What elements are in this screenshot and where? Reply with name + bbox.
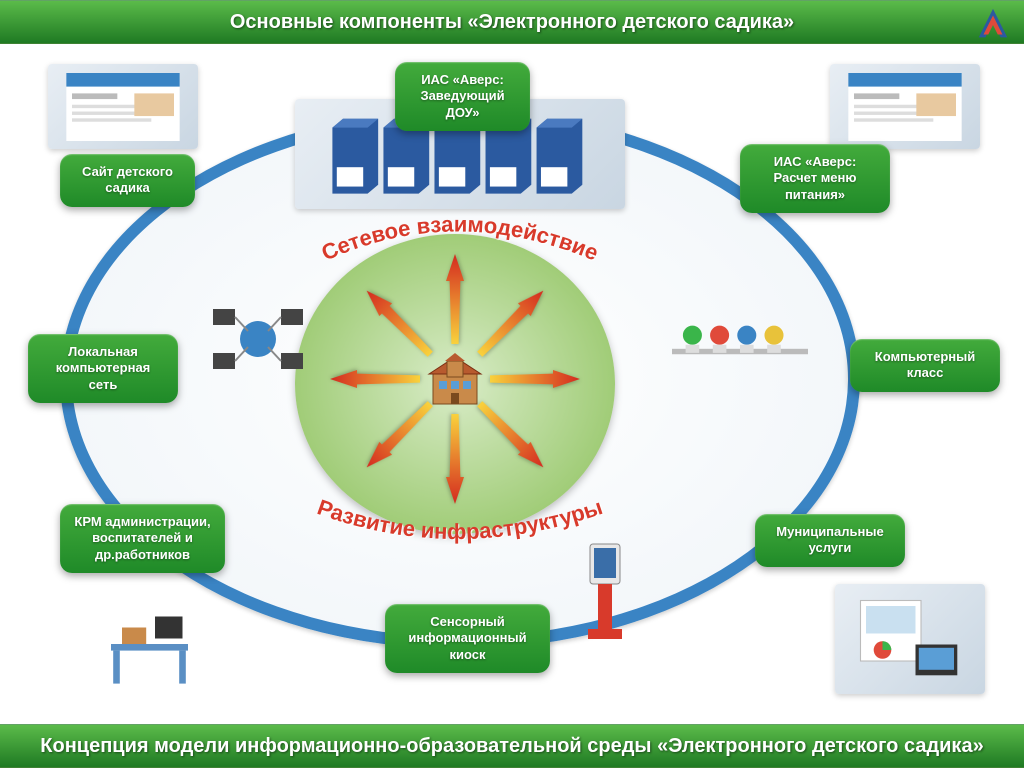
building-icon [425, 349, 485, 409]
arrow-6 [330, 370, 420, 388]
badge-site: Сайт детского садика [60, 154, 195, 207]
logo-icon [974, 6, 1012, 44]
badge-krm: КРМ администрации, воспитателей и др.раб… [60, 504, 225, 573]
thumb-krm [80, 589, 230, 699]
arrow-2 [490, 370, 580, 388]
arrow-0 [446, 254, 464, 344]
title-top-bar: Основные компоненты «Электронного детско… [0, 0, 1024, 44]
title-bottom: Концепция модели информационно-образоват… [40, 735, 983, 758]
badge-lan: Локальная компьютерная сеть [28, 334, 178, 403]
thumb-class [645, 299, 835, 384]
diagram-canvas: Сетевое взаимодействие Развитие инфрастр… [0, 44, 1024, 724]
thumb-mun [835, 584, 985, 694]
arrow-4 [446, 414, 464, 504]
badge-class: Компьютерный класс [850, 339, 1000, 392]
kiosk-icon [580, 539, 630, 649]
badge-kiosk: Сенсорный информационный киоск [385, 604, 550, 673]
thumb-avrs_menu [830, 64, 980, 149]
title-bottom-bar: Концепция модели информационно-образоват… [0, 724, 1024, 768]
thumb-site [48, 64, 198, 149]
title-top: Основные компоненты «Электронного детско… [230, 11, 794, 34]
thumb-lan [190, 289, 325, 389]
badge-avrs_menu: ИАС «Аверс: Расчет меню питания» [740, 144, 890, 213]
badge-mun: Муниципальные услуги [755, 514, 905, 567]
badge-avrs_dou: ИАС «Аверс: Заведующий ДОУ» [395, 62, 530, 131]
